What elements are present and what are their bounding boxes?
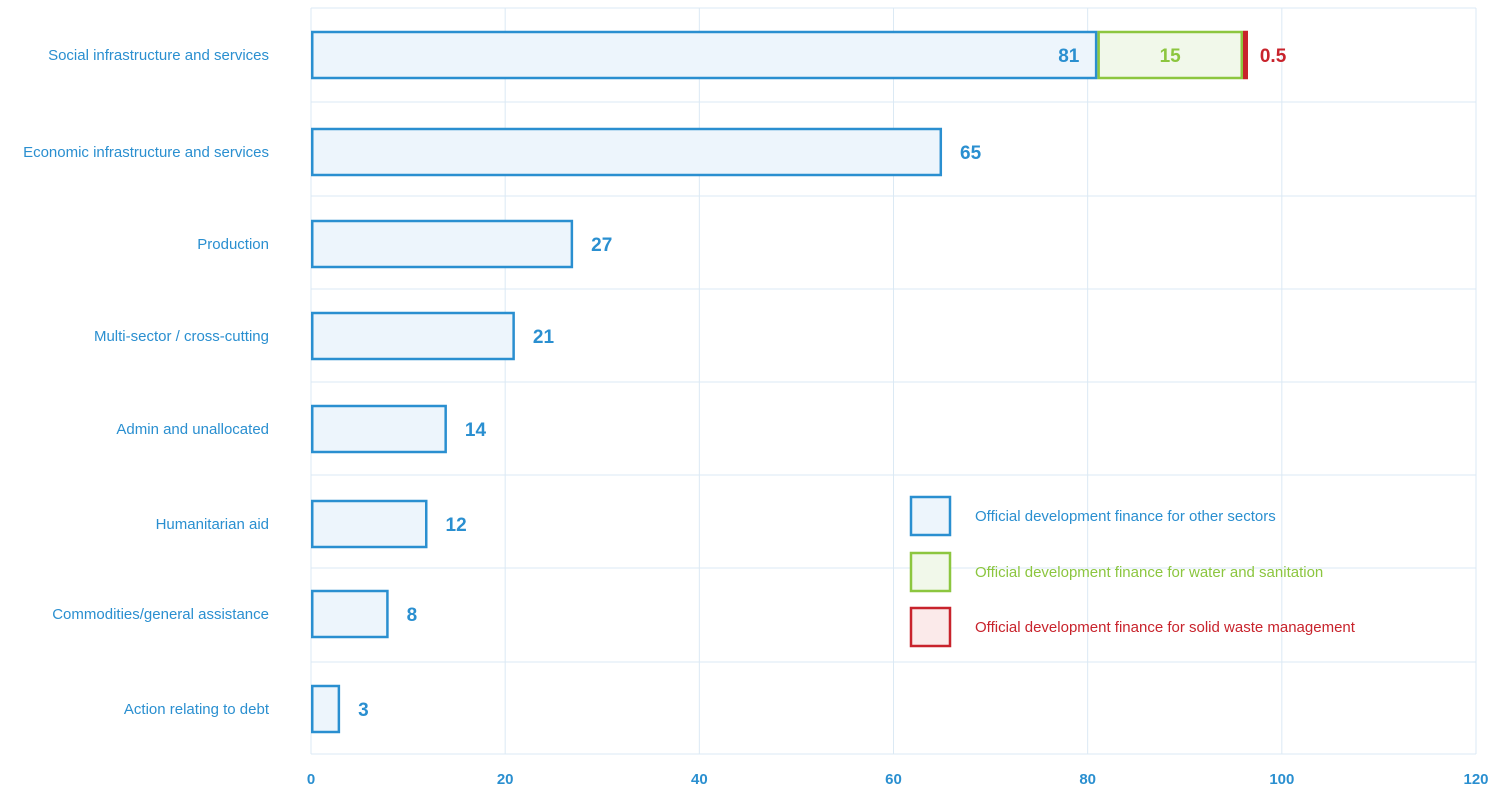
legend-label: Official development finance for other s… (975, 508, 1276, 525)
category-label: Admin and unallocated (116, 421, 269, 438)
category-label: Action relating to debt (124, 701, 270, 718)
value-label: 21 (533, 327, 555, 348)
value-label: 0.5 (1260, 46, 1287, 67)
value-label: 12 (446, 515, 467, 536)
value-label: 8 (407, 605, 418, 626)
legend-swatch (909, 606, 952, 648)
x-axis-ticks: 0 20 40 60 80 100 120 (307, 771, 1489, 788)
bar-other-sectors (311, 404, 447, 454)
category-labels: Social infrastructure and services Econom… (23, 47, 270, 718)
x-tick-label: 80 (1079, 771, 1096, 788)
legend-swatch (909, 551, 952, 593)
category-label: Humanitarian aid (156, 516, 269, 533)
bar-other-sectors (311, 311, 515, 361)
category-label: Multi-sector / cross-cutting (94, 328, 269, 345)
bar-other-sectors (311, 589, 389, 639)
bar-other-sectors (311, 219, 574, 269)
category-label: Social infrastructure and services (48, 47, 269, 64)
bar-other-sectors (311, 30, 1098, 80)
x-tick-label: 40 (691, 771, 708, 788)
bar-solid-waste (1243, 30, 1248, 80)
value-label: 81 (1058, 46, 1080, 67)
x-tick-label: 100 (1269, 771, 1294, 788)
x-tick-label: 0 (307, 771, 315, 788)
value-label: 65 (960, 143, 982, 164)
bar-other-sectors (311, 499, 428, 549)
x-tick-label: 120 (1463, 771, 1488, 788)
grid (310, 7, 1477, 755)
x-tick-label: 60 (885, 771, 902, 788)
legend-label: Official development finance for water a… (975, 564, 1323, 581)
category-label: Commodities/general assistance (52, 606, 269, 623)
value-label: 15 (1160, 46, 1182, 67)
category-label: Production (197, 236, 269, 253)
legend: Official development finance for other s… (909, 495, 1356, 648)
bar-other-sectors (311, 684, 341, 734)
x-tick-label: 20 (497, 771, 514, 788)
legend-label: Official development finance for solid w… (975, 619, 1356, 636)
value-label: 27 (591, 235, 612, 256)
value-label: 3 (358, 700, 369, 721)
bars (311, 30, 1248, 734)
category-label: Economic infrastructure and services (23, 144, 269, 161)
value-label: 14 (465, 420, 487, 441)
bar-other-sectors (311, 127, 943, 177)
value-labels: 81 15 0.5 65 27 21 14 12 8 3 (358, 46, 1287, 721)
legend-swatch (909, 495, 952, 537)
bar-water-sanitation (1097, 30, 1243, 80)
